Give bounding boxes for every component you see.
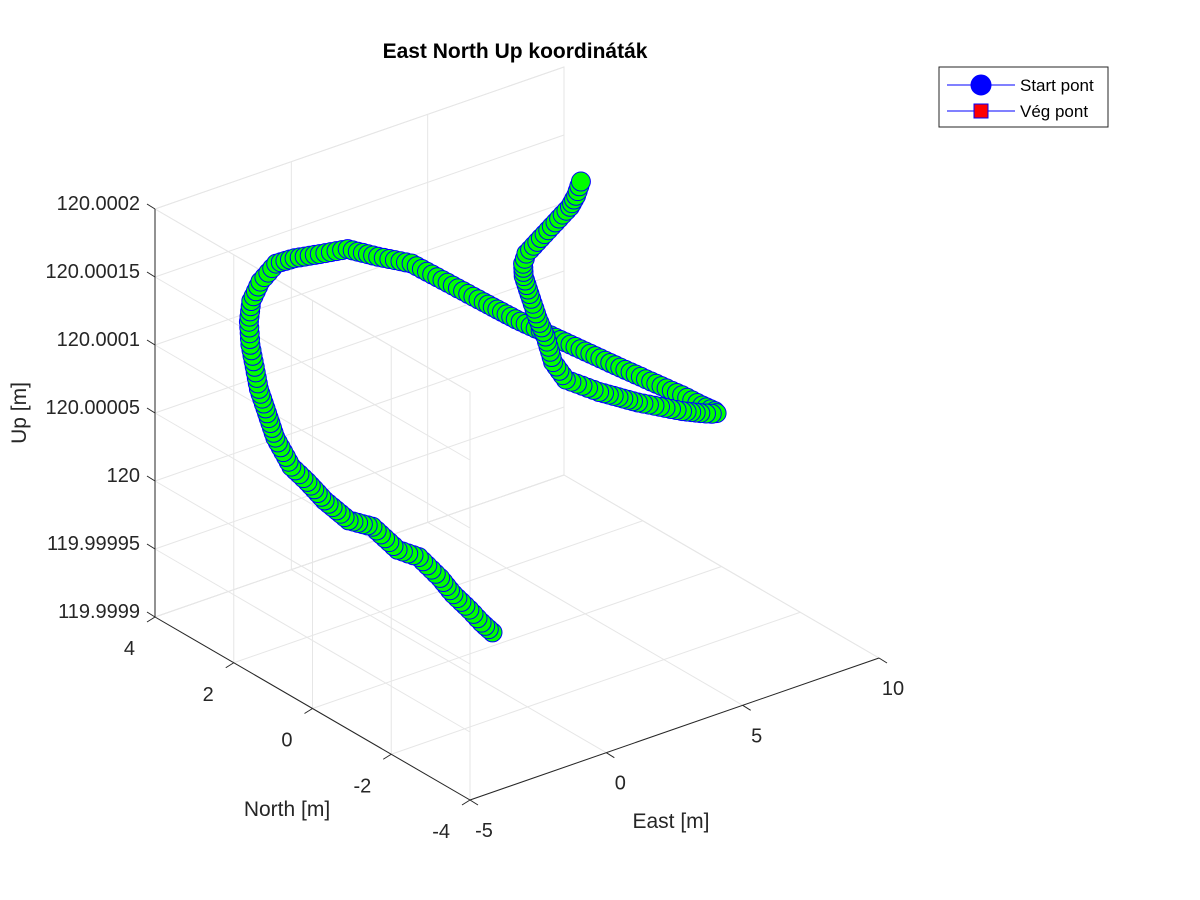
east-tick-label: 10	[882, 678, 904, 700]
east-tick-label: -5	[475, 820, 493, 842]
grid-line-north-floor	[391, 611, 801, 755]
grid-line-up-back	[154, 474, 565, 618]
up-tick-label: 120.00005	[45, 397, 140, 419]
data-point	[570, 171, 591, 192]
grid-line-up-left	[154, 548, 471, 733]
up-tick-label: 119.9999	[58, 601, 140, 623]
chart-title: East North Up koordináták	[383, 40, 648, 63]
legend-start-marker	[970, 74, 992, 96]
axis-ticks: -5 0 5 10 -4 -2 0 2 4 119.9999 119.99995 120 120.000…	[45, 193, 904, 843]
data-points	[238, 171, 727, 643]
north-tick-label: 4	[124, 638, 135, 660]
up-tick	[146, 611, 156, 618]
legend-box	[938, 66, 1109, 128]
grid-line-up-back	[154, 66, 565, 210]
east-tick	[878, 657, 888, 664]
grid-line-up-back	[154, 270, 565, 414]
legend-end-label: Vég pont	[1020, 102, 1088, 121]
north-tick	[461, 799, 471, 806]
east-tick-label: 5	[751, 725, 762, 747]
north-tick-label: -4	[432, 821, 450, 843]
up-tick	[146, 339, 156, 346]
up-tick-label: 120	[107, 465, 140, 487]
axes-box	[153, 66, 881, 801]
up-tick-label: 120.0002	[57, 193, 140, 215]
east-tick	[469, 799, 479, 806]
up-tick	[146, 407, 156, 414]
up-tick	[146, 475, 156, 482]
north-tick	[146, 616, 156, 623]
east-tick-label: 0	[615, 773, 626, 795]
grid-lines	[154, 66, 880, 801]
grid-line-up-left	[154, 344, 471, 529]
north-tick-label: -2	[353, 775, 371, 797]
grid-line-up-back	[154, 338, 565, 482]
legend-end-marker	[973, 103, 989, 119]
grid-line-up-left	[154, 480, 471, 665]
up-tick-label: 120.00015	[45, 261, 140, 283]
grid-line-up-back	[154, 134, 565, 278]
x-axis-label: East [m]	[632, 810, 709, 833]
north-tick	[382, 753, 392, 760]
up-tick-label: 120.0001	[57, 329, 140, 351]
east-tick	[606, 752, 615, 759]
grid-line-north-floor	[312, 566, 722, 709]
north-tick-label: 0	[281, 730, 292, 752]
north-tick	[304, 708, 313, 714]
grid-line-north-floor	[233, 520, 643, 664]
grid-line-up-back	[154, 406, 565, 550]
up-tick	[146, 543, 156, 550]
north-tick	[225, 662, 235, 669]
legend-start-label: Start pont	[1020, 76, 1094, 95]
east-tick	[742, 704, 751, 711]
up-tick	[146, 203, 156, 210]
z-axis-label: Up [m]	[8, 382, 31, 444]
up-tick-label: 119.99995	[47, 533, 140, 555]
up-tick	[146, 271, 156, 278]
grid-line-up-left	[154, 208, 471, 393]
legend: Start pont Vég pont	[938, 66, 1109, 128]
grid-line-up-left	[154, 276, 471, 461]
y-axis-label: North [m]	[244, 798, 330, 821]
east-axis-line	[469, 657, 880, 801]
grid-line-up-back	[154, 202, 565, 346]
north-tick-label: 2	[203, 684, 214, 706]
